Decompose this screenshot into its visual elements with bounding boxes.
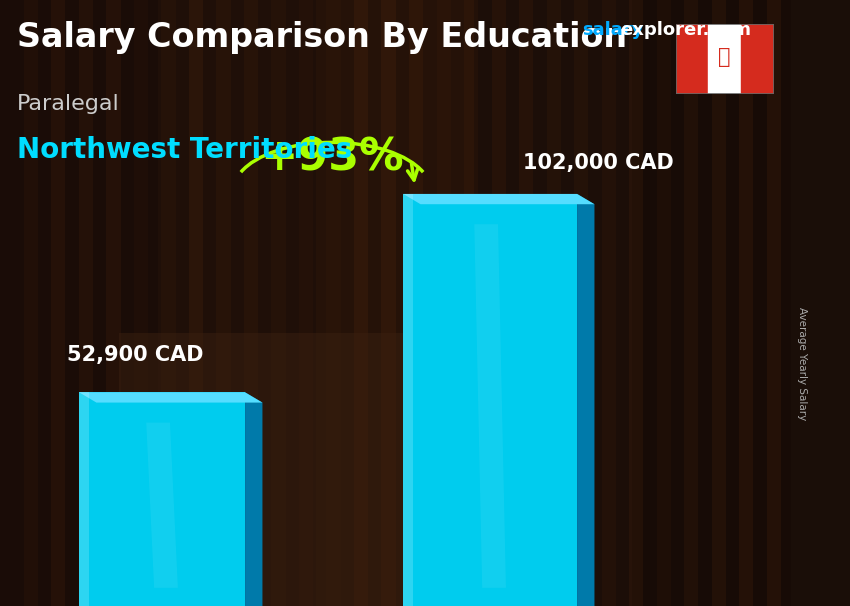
Bar (162, 0, 176, 606)
Polygon shape (403, 194, 594, 204)
Polygon shape (79, 392, 263, 402)
Text: 52,900 CAD: 52,900 CAD (67, 345, 204, 365)
Bar (711, 0, 726, 606)
Polygon shape (79, 392, 245, 606)
Polygon shape (403, 194, 412, 606)
Bar (326, 0, 341, 606)
Text: salary: salary (582, 21, 643, 39)
Polygon shape (146, 422, 178, 588)
Bar (189, 0, 203, 606)
Bar (299, 0, 313, 606)
Bar (217, 0, 230, 606)
Bar (632, 0, 790, 606)
Bar (676, 24, 708, 94)
Bar (602, 0, 616, 606)
Text: Paralegal: Paralegal (17, 94, 120, 114)
Bar (741, 24, 774, 94)
Polygon shape (79, 392, 88, 606)
Text: Average Yearly Salary: Average Yearly Salary (797, 307, 808, 420)
Bar (740, 0, 753, 606)
Bar (574, 0, 588, 606)
Bar (547, 0, 561, 606)
Polygon shape (245, 392, 263, 606)
Bar (244, 0, 258, 606)
Bar (0, 0, 158, 606)
Bar (629, 0, 643, 606)
Bar (119, 333, 593, 606)
Bar (519, 0, 533, 606)
Text: explorer.com: explorer.com (620, 21, 751, 39)
Bar (271, 0, 286, 606)
Bar (133, 0, 148, 606)
Bar (24, 0, 38, 606)
Text: Northwest Territories: Northwest Territories (17, 136, 352, 164)
Bar (106, 0, 121, 606)
Bar (316, 0, 474, 606)
Bar (51, 0, 65, 606)
Bar (354, 0, 368, 606)
Polygon shape (577, 194, 594, 606)
Text: +93%: +93% (260, 136, 404, 179)
Bar (767, 0, 781, 606)
Polygon shape (474, 224, 506, 588)
Text: 🍁: 🍁 (718, 47, 731, 67)
Bar (684, 0, 699, 606)
Polygon shape (403, 194, 577, 606)
Bar (474, 0, 632, 606)
Bar (79, 0, 93, 606)
Bar (409, 0, 423, 606)
Text: 102,000 CAD: 102,000 CAD (523, 153, 673, 173)
Bar (657, 0, 671, 606)
Bar (708, 24, 741, 94)
Bar (464, 0, 479, 606)
Bar (382, 0, 396, 606)
Text: Salary Comparison By Education: Salary Comparison By Education (17, 21, 627, 54)
Bar (158, 0, 316, 606)
Bar (437, 0, 451, 606)
Bar (491, 0, 506, 606)
